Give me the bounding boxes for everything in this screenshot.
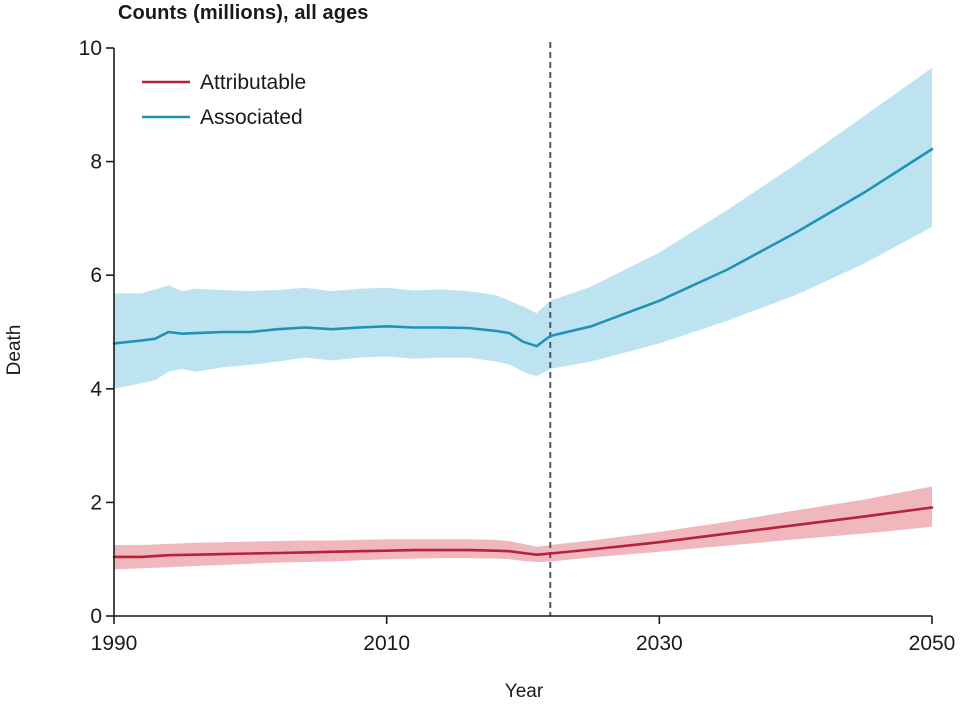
x-tick-label: 1990 — [91, 632, 138, 655]
x-tick-label: 2050 — [909, 632, 956, 655]
x-tick-label: 2030 — [636, 632, 683, 655]
legend-label-associated: Associated — [200, 106, 303, 129]
x-tick-label: 2010 — [363, 632, 410, 655]
series-lines — [112, 147, 934, 559]
legend: Attributable Associated — [142, 71, 306, 129]
y-tick-label: 8 — [90, 151, 102, 174]
y-tick-label: 4 — [90, 378, 102, 401]
uncertainty-bands — [114, 67, 932, 570]
uncertainty-band-associated — [114, 67, 932, 389]
x-ticks: 1990 2010 2030 2050 — [91, 616, 956, 655]
axes — [113, 48, 932, 617]
y-tick-label: 10 — [79, 37, 102, 60]
y-tick-label: 0 — [90, 605, 102, 628]
y-tick-label: 2 — [90, 491, 102, 514]
chart-title: Counts (millions), all ages — [118, 2, 369, 24]
legend-label-attributable: Attributable — [200, 71, 306, 94]
uncertainty-band-attributable — [114, 486, 932, 570]
y-axis-title: Death — [4, 325, 25, 376]
series-line-attributable — [112, 506, 934, 559]
series-line-associated — [112, 147, 934, 348]
y-ticks: 0 2 4 6 8 10 — [79, 37, 114, 628]
y-tick-label: 6 — [90, 264, 102, 287]
x-axis-title: Year — [505, 681, 544, 702]
